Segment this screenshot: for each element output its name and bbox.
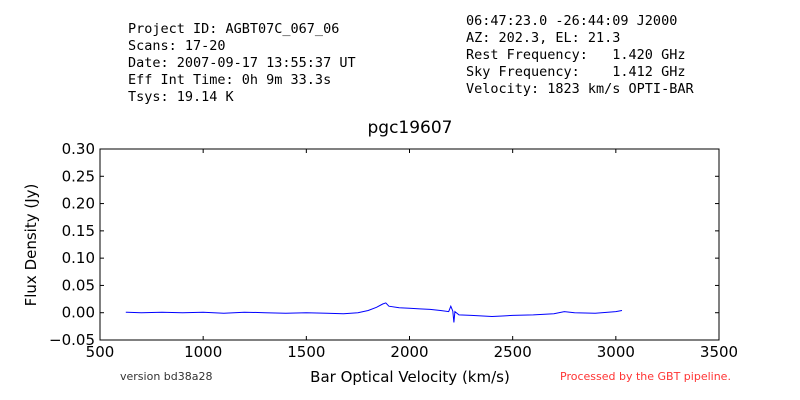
project-id-text: Project ID: AGBT07C_067_06 bbox=[128, 21, 340, 37]
x-axis-label: Bar Optical Velocity (km/s) bbox=[310, 368, 510, 386]
spectrum-line bbox=[125, 302, 623, 323]
y-tick-label: −0.05 bbox=[49, 331, 95, 349]
y-tick-label: 0.15 bbox=[62, 222, 95, 240]
y-tick-label: 0.10 bbox=[62, 249, 95, 267]
x-tick-label: 2000 bbox=[390, 343, 428, 361]
x-tick-label: 1000 bbox=[184, 343, 222, 361]
x-tick-label: 500 bbox=[86, 343, 115, 361]
plot-frame bbox=[99, 148, 720, 341]
eff-int-time-text: Eff Int Time: 0h 9m 33.3s bbox=[128, 72, 332, 88]
y-tick-label: 0.20 bbox=[62, 195, 95, 213]
y-tick-label: 0.00 bbox=[62, 304, 95, 322]
rest-frequency-text: Rest Frequency: 1.420 GHz bbox=[466, 47, 686, 63]
x-tick-label: 3500 bbox=[700, 343, 738, 361]
pipeline-note: Processed by the GBT pipeline. bbox=[560, 370, 731, 383]
header-right: 06:47:23.0 -26:44:09 J2000 AZ: 202.3, EL:… bbox=[466, 13, 694, 98]
x-tick-label: 1500 bbox=[287, 343, 325, 361]
axis-ticks: 500 1000 1500 2000 2500 3000 3500 −0.05 0.00 0.05… bbox=[49, 140, 738, 361]
sky-frequency-text: Sky Frequency: 1.412 GHz bbox=[466, 64, 686, 80]
header-left: Project ID: AGBT07C_067_06 Scans: 17-20 Da… bbox=[128, 21, 356, 106]
y-tick-label: 0.05 bbox=[62, 276, 95, 294]
y-tick-label: 0.25 bbox=[62, 167, 95, 185]
date-text: Date: 2007-09-17 13:55:37 UT bbox=[128, 55, 356, 71]
chart-title: pgc19607 bbox=[367, 118, 452, 138]
plot-area bbox=[125, 302, 623, 323]
y-axis-label: Flux Density (Jy) bbox=[22, 184, 40, 307]
velocity-text: Velocity: 1823 km/s OPTI-BAR bbox=[466, 81, 694, 97]
x-tick-label: 3000 bbox=[597, 343, 635, 361]
tsys-text: Tsys: 19.14 K bbox=[128, 89, 234, 105]
az-el-text: AZ: 202.3, EL: 21.3 bbox=[466, 30, 621, 46]
coords-text: 06:47:23.0 -26:44:09 J2000 bbox=[466, 13, 678, 29]
y-tick-label: 0.30 bbox=[62, 140, 95, 158]
scans-text: Scans: 17-20 bbox=[128, 38, 226, 54]
version-note: version bd38a28 bbox=[120, 370, 213, 383]
x-tick-label: 2500 bbox=[494, 343, 532, 361]
